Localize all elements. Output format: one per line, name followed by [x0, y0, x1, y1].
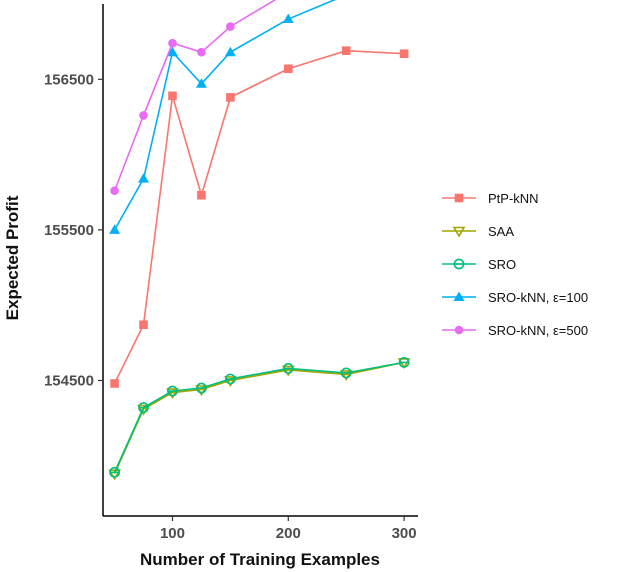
- x-axis-ticks: 100 200 300: [160, 516, 417, 542]
- y-axis-ticks: 154500 155500 156500: [44, 71, 103, 389]
- data-point-saa: [108, 469, 121, 481]
- legend-item-saa: SAA: [442, 224, 514, 239]
- data-point-sro-knn-100: [224, 46, 236, 57]
- series-line-sro-knn-500: [113, 0, 277, 192]
- legend-swatch-marker: [454, 325, 464, 335]
- data-point-sro-knn-500: [197, 47, 206, 57]
- legend-item-sro-knn-500: SRO-kNN, ε=500: [442, 323, 588, 338]
- data-point-sro-knn-100: [166, 46, 178, 57]
- data-point-ptp-knn: [139, 320, 148, 330]
- plot-area: [108, 0, 411, 481]
- series-sro: [109, 356, 410, 478]
- legend-item-sro-knn-100: SRO-kNN, ε=100: [442, 290, 588, 305]
- legend-swatch-marker: [453, 258, 465, 270]
- series-ptp-knn: [110, 46, 409, 388]
- data-point-ptp-knn: [197, 190, 206, 200]
- data-point-sro-knn-100: [282, 13, 294, 24]
- series-line-saa: [113, 361, 405, 475]
- data-point-sro-knn-500: [110, 186, 119, 196]
- data-point-sro: [340, 367, 352, 379]
- series-line-sro-knn-100: [113, 0, 337, 231]
- data-point-sro-knn-100: [109, 224, 121, 234]
- x-tick-label: 300: [392, 525, 417, 542]
- legend-label: SAA: [488, 224, 514, 239]
- data-point-saa: [281, 365, 295, 377]
- x-tick-label: 100: [160, 525, 185, 542]
- legend-swatch-marker: [452, 226, 466, 238]
- data-point-saa: [195, 385, 208, 397]
- data-point-sro-knn-500: [168, 38, 177, 48]
- y-axis-title: Expected Profit: [3, 195, 22, 320]
- data-point-ptp-knn: [399, 49, 409, 58]
- data-point-sro-knn-100: [138, 173, 150, 183]
- y-tick-label: 155500: [44, 222, 94, 239]
- data-point-sro: [109, 466, 120, 478]
- legend: PtP-kNN SAA SRO SRO-kNN, ε=100 SRO-kNN, ε=50…: [442, 191, 588, 338]
- data-point-ptp-knn: [168, 91, 177, 101]
- data-point-sro: [224, 373, 236, 385]
- data-point-ptp-knn: [226, 93, 235, 102]
- data-point-saa: [223, 376, 237, 388]
- data-point-sro: [138, 402, 149, 413]
- legend-label: PtP-kNN: [488, 191, 539, 206]
- legend-item-sro: SRO: [442, 257, 516, 272]
- data-point-sro: [196, 382, 207, 394]
- y-tick-label: 154500: [44, 372, 94, 389]
- series-sro-knn-100: [109, 0, 337, 234]
- data-point-ptp-knn: [283, 64, 293, 74]
- data-point-sro: [398, 356, 410, 368]
- legend-swatch-marker: [454, 193, 464, 203]
- data-point-sro-knn-100: [195, 78, 207, 88]
- series-sro-knn-500: [110, 0, 277, 196]
- data-point-ptp-knn: [341, 46, 351, 55]
- y-tick-label: 156500: [44, 71, 94, 88]
- data-point-saa: [339, 370, 353, 382]
- series-line-ptp-knn: [113, 49, 405, 384]
- data-point-sro-knn-500: [139, 111, 148, 120]
- x-tick-label: 200: [276, 525, 301, 542]
- legend-item-ptp-knn: PtP-kNN: [442, 191, 539, 206]
- series-line-sro: [113, 361, 405, 473]
- legend-label: SRO-kNN, ε=100: [488, 290, 588, 305]
- data-point-sro: [282, 363, 294, 374]
- legend-label: SRO: [488, 257, 516, 272]
- x-axis-title: Number of Training Examples: [140, 550, 380, 569]
- series-saa: [108, 358, 411, 481]
- data-point-ptp-knn: [110, 379, 119, 388]
- legend-swatch-marker: [453, 291, 465, 301]
- legend-label: SRO-kNN, ε=500: [488, 323, 588, 338]
- data-point-saa: [137, 404, 150, 416]
- data-point-sro-knn-500: [226, 22, 235, 31]
- data-point-sro: [167, 385, 178, 397]
